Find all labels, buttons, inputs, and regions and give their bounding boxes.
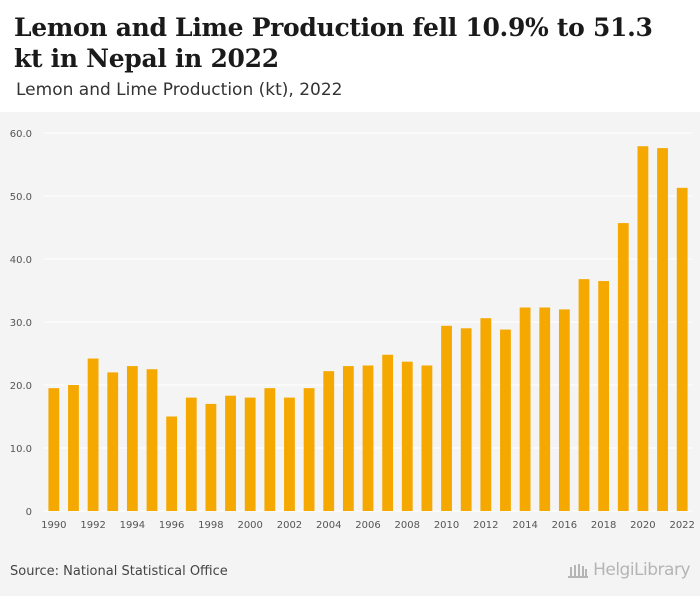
bar-1999 <box>225 395 236 511</box>
bar-2003 <box>303 388 315 511</box>
bar-1997 <box>185 397 197 511</box>
bar-1998 <box>205 403 217 511</box>
x-tick-label: 2004 <box>316 520 341 531</box>
y-tick-label: 20.0 <box>10 381 32 392</box>
bar-1995 <box>146 369 158 511</box>
y-tick-label: 50.0 <box>10 192 32 203</box>
x-tick-label: 1992 <box>80 520 105 531</box>
bar-2004 <box>323 371 335 511</box>
bar-1990 <box>48 388 60 511</box>
bar-1992 <box>87 358 99 511</box>
y-tick-label: 10.0 <box>10 444 32 455</box>
x-tick-label: 2014 <box>512 520 537 531</box>
bar-chart: 0 10.0 20.0 30.0 40.0 50.0 60.0 1990 1992 1994 199… <box>10 129 695 531</box>
x-tick-label: 2008 <box>395 520 420 531</box>
x-tick-label: 2012 <box>473 520 498 531</box>
bar-2013 <box>500 329 511 511</box>
helgi-library-logo: HelgiLibrary <box>567 560 690 580</box>
y-tick-label: 0 <box>26 507 32 518</box>
x-tick-label: 2020 <box>630 520 655 531</box>
bar-2011 <box>460 328 472 511</box>
bar-2020 <box>637 146 649 512</box>
bar-2014 <box>519 307 531 511</box>
bar-2022 <box>676 187 688 511</box>
bar-2000 <box>244 397 256 511</box>
logo-text: HelgiLibrary <box>593 560 690 580</box>
bar-1994 <box>126 366 138 511</box>
x-tick-label: 2000 <box>237 520 262 531</box>
chart-area: 0 10.0 20.0 30.0 40.0 50.0 60.0 1990 1992 1994 199… <box>0 112 700 550</box>
bar-2007 <box>382 354 394 511</box>
x-tick-label: 1998 <box>198 520 223 531</box>
bar-2018 <box>598 281 610 511</box>
x-tick-label: 1996 <box>159 520 184 531</box>
y-tick-label: 30.0 <box>10 318 32 329</box>
bar-2015 <box>539 307 551 511</box>
x-tick-label: 1990 <box>41 520 66 531</box>
bar-2021 <box>657 148 668 511</box>
x-tick-label: 2006 <box>355 520 380 531</box>
x-tick-label: 2016 <box>552 520 577 531</box>
y-tick-label: 40.0 <box>10 255 32 266</box>
bar-2012 <box>480 318 492 511</box>
bar-2016 <box>558 309 570 511</box>
bar-1996 <box>166 416 178 511</box>
y-tick-label: 60.0 <box>10 129 32 140</box>
bar-1993 <box>107 372 119 511</box>
library-building-icon <box>568 564 589 578</box>
x-tick-label: 2002 <box>277 520 302 531</box>
bar-2001 <box>264 388 276 511</box>
bar-2017 <box>578 279 590 511</box>
bar-2006 <box>362 365 374 511</box>
bar-2002 <box>284 397 295 511</box>
bar-2010 <box>441 325 452 511</box>
x-tick-label: 1994 <box>120 520 145 531</box>
x-tick-label: 2010 <box>434 520 459 531</box>
source-note: Source: National Statistical Office <box>10 564 228 579</box>
chart-subtitle: Lemon and Lime Production (kt), 2022 <box>16 80 343 100</box>
bar-1991 <box>68 385 79 511</box>
bar-2008 <box>401 361 413 511</box>
bar-2005 <box>342 366 354 511</box>
chart-header: Lemon and Lime Production fell 10.9% to … <box>0 0 700 112</box>
x-tick-label: 2018 <box>591 520 616 531</box>
chart-footer: Source: National Statistical Office Helg… <box>0 550 700 596</box>
x-tick-label: 2022 <box>669 520 694 531</box>
bar-2009 <box>421 365 433 511</box>
chart-title: Lemon and Lime Production fell 10.9% to … <box>14 13 653 73</box>
bar-2019 <box>617 223 629 511</box>
